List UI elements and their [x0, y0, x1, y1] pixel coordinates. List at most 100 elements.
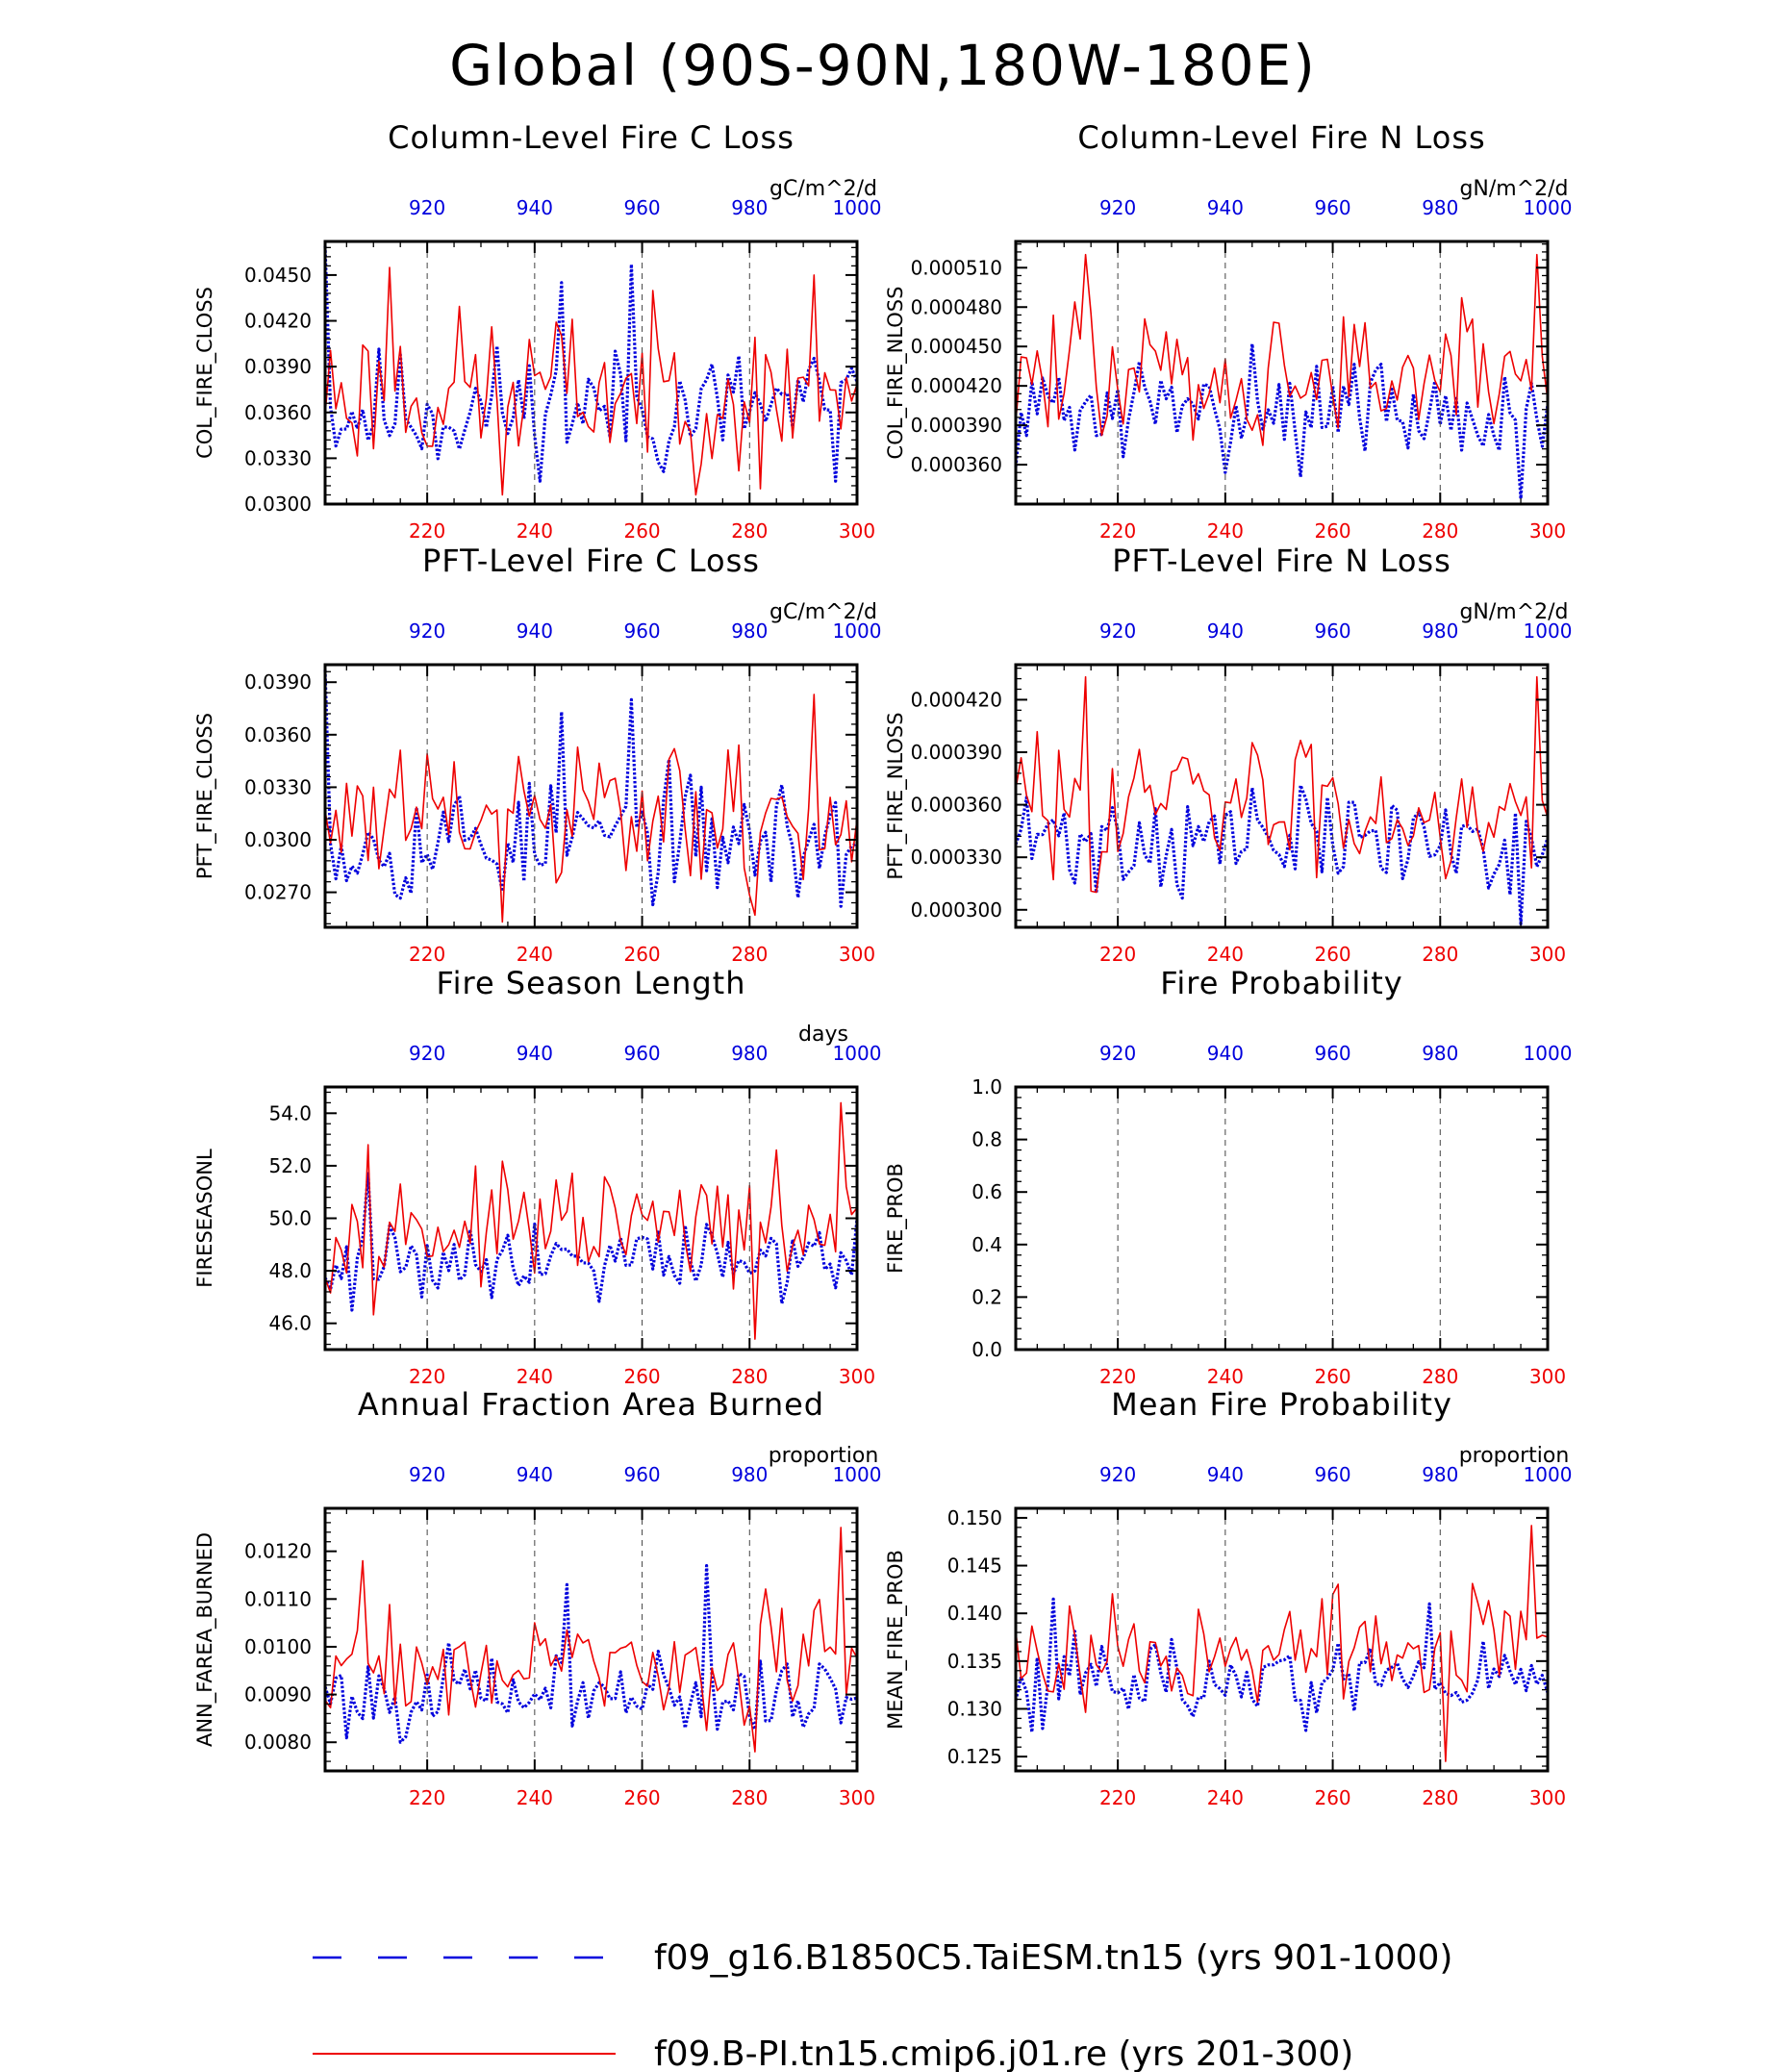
- units-label: proportion: [769, 1444, 879, 1468]
- x-tick-label-top: 940: [1207, 1042, 1244, 1065]
- y-tick-label: 0.0080: [244, 1731, 312, 1754]
- y-tick-label: 0.0300: [244, 493, 312, 516]
- x-tick-label-bottom: 280: [731, 1786, 768, 1809]
- units-label: gN/m^2/d: [1459, 177, 1568, 201]
- y-axis-label: MEAN_FIRE_PROB: [884, 1550, 908, 1730]
- plot-frame: [1014, 1085, 1550, 1352]
- x-tick-label-bottom: 260: [1314, 1365, 1350, 1388]
- x-tick-label-top: 940: [1207, 619, 1244, 643]
- y-axis-label: PFT_FIRE_NLOSS: [884, 712, 908, 879]
- y-tick-label: 0.4: [971, 1233, 1002, 1256]
- x-tick-label-top: 940: [517, 1042, 553, 1065]
- x-tick-label-bottom: 300: [1529, 519, 1566, 543]
- x-tick-label-top: 940: [1207, 196, 1244, 219]
- y-tick-label: 0.000330: [911, 846, 1002, 869]
- y-tick-label: 0.125: [947, 1745, 1002, 1768]
- x-tick-label-bottom: 260: [623, 519, 660, 543]
- y-tick-label: 0.0360: [244, 723, 312, 746]
- y-tick-label: 0.000390: [911, 741, 1002, 764]
- x-tick-label-bottom: 240: [1207, 519, 1244, 543]
- units-label: gC/m^2/d: [769, 600, 877, 624]
- y-tick-label: 0.0300: [244, 828, 312, 851]
- x-tick-label-bottom: 240: [517, 943, 553, 966]
- x-tick-label-top: 1000: [1524, 196, 1573, 219]
- x-tick-label-top: 980: [1422, 619, 1458, 643]
- y-tick-label: 0.0420: [244, 310, 312, 333]
- x-tick-label-bottom: 260: [623, 943, 660, 966]
- panel-title: Fire Probability: [1160, 965, 1402, 1001]
- x-tick-label-top: 960: [1314, 619, 1350, 643]
- x-tick-label-bottom: 280: [1422, 1786, 1458, 1809]
- x-tick-label-bottom: 300: [839, 1786, 875, 1809]
- y-tick-label: 0.150: [947, 1506, 1002, 1529]
- series-line-2: [324, 1527, 858, 1753]
- x-tick-label-top: 1000: [833, 1463, 882, 1486]
- y-tick-label: 52.0: [268, 1154, 312, 1177]
- y-tick-label: 0.0330: [244, 775, 312, 798]
- panel-title: Mean Fire Probability: [1111, 1386, 1452, 1423]
- x-tick-label-top: 980: [731, 1042, 768, 1065]
- x-tick-label-bottom: 260: [623, 1365, 660, 1388]
- series-line-1: [323, 1563, 858, 1744]
- y-tick-label: 0.2: [971, 1285, 1002, 1308]
- y-tick-label: 0.000360: [911, 794, 1002, 817]
- plot-frame: [1014, 240, 1550, 506]
- y-tick-label: 0.6: [971, 1180, 1002, 1203]
- x-tick-label-bottom: 220: [409, 1786, 445, 1809]
- y-tick-label: 0.8: [971, 1128, 1002, 1151]
- x-tick-label-top: 920: [1099, 1463, 1136, 1486]
- x-tick-label-bottom: 280: [1422, 519, 1458, 543]
- panel-1: Column-Level Fire C Loss gC/m^2/d 0.0300 0.…: [193, 119, 881, 543]
- x-tick-label-bottom: 300: [1529, 1365, 1566, 1388]
- panel-2: Column-Level Fire N Loss gN/m^2/d 0.000360…: [884, 119, 1572, 543]
- x-tick-label-top: 960: [1314, 196, 1350, 219]
- x-tick-label-top: 980: [1422, 196, 1458, 219]
- plot-frame: [323, 663, 859, 929]
- units-label: gC/m^2/d: [769, 177, 877, 201]
- y-tick-label: 0.0390: [244, 670, 312, 694]
- y-axis-label: ANN_FAREA_BURNED: [193, 1532, 217, 1747]
- x-tick-label-top: 920: [1099, 619, 1136, 643]
- x-tick-label-top: 980: [1422, 1042, 1458, 1065]
- x-tick-label-top: 960: [623, 1042, 660, 1065]
- plot-frame: [1014, 1506, 1550, 1773]
- x-tick-label-bottom: 220: [409, 519, 445, 543]
- panel-title: Column-Level Fire C Loss: [388, 119, 795, 156]
- x-tick-label-bottom: 240: [517, 519, 553, 543]
- panel-8: Mean Fire Probability proportion 0.125 0.13…: [884, 1386, 1572, 1809]
- panel-3: PFT-Level Fire C Loss gC/m^2/d 0.0270 0.030…: [193, 543, 881, 966]
- y-tick-label: 0.0110: [244, 1587, 312, 1610]
- panel-6: Fire Probability 0.0 0.2 0.4 0.6 0.8 1.0 220 240…: [884, 965, 1572, 1388]
- units-label: proportion: [1459, 1444, 1570, 1468]
- y-tick-label: 0.0120: [244, 1540, 312, 1563]
- x-tick-label-bottom: 240: [517, 1365, 553, 1388]
- series-line-1: [1014, 1597, 1550, 1734]
- y-tick-label: 0.145: [947, 1554, 1002, 1578]
- x-tick-label-bottom: 280: [731, 943, 768, 966]
- y-tick-label: 0.140: [947, 1602, 1002, 1625]
- x-tick-label-top: 960: [1314, 1463, 1350, 1486]
- y-tick-label: 0.0390: [244, 355, 312, 378]
- panel-4: PFT-Level Fire N Loss gN/m^2/d 0.000300 0.0…: [884, 543, 1572, 966]
- panel-title: PFT-Level Fire C Loss: [422, 543, 760, 579]
- x-tick-label-top: 920: [409, 1042, 445, 1065]
- x-tick-label-top: 980: [731, 619, 768, 643]
- x-tick-label-top: 940: [517, 196, 553, 219]
- y-axis-label: FIRESEASONL: [193, 1149, 216, 1288]
- x-tick-label-top: 980: [1422, 1463, 1458, 1486]
- y-axis-label: FIRE_PROB: [884, 1163, 908, 1274]
- y-tick-label: 0.0360: [244, 401, 312, 424]
- y-tick-label: 46.0: [268, 1312, 312, 1335]
- x-tick-label-top: 920: [409, 196, 445, 219]
- y-tick-label: 0.000360: [911, 453, 1002, 476]
- x-tick-label-bottom: 220: [1099, 943, 1136, 966]
- x-tick-label-top: 960: [623, 196, 660, 219]
- x-tick-label-top: 920: [1099, 1042, 1136, 1065]
- x-tick-label-bottom: 300: [839, 1365, 875, 1388]
- y-tick-label: 50.0: [268, 1207, 312, 1230]
- y-tick-label: 0.0: [971, 1338, 1002, 1361]
- x-tick-label-bottom: 300: [839, 943, 875, 966]
- x-tick-label-bottom: 280: [1422, 943, 1458, 966]
- y-tick-label: 0.130: [947, 1697, 1002, 1720]
- legend: f09_g16.B1850C5.TaiESM.tn15 (yrs 901-100…: [313, 1938, 1452, 2072]
